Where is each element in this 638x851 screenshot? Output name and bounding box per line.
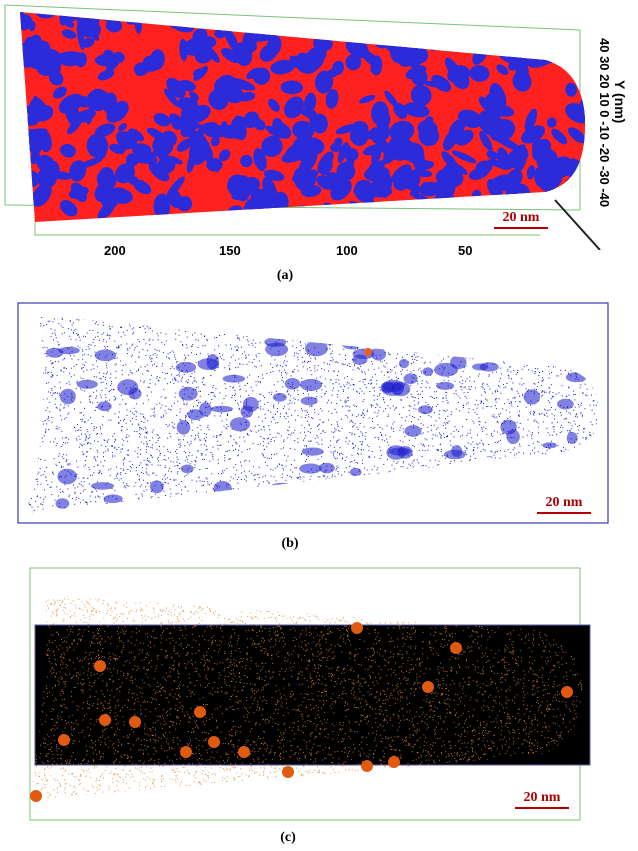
panel-c: 20 nm (c) [0, 560, 638, 851]
caption-a: (a) [276, 268, 294, 283]
scale-bar-a-label: 20 nm [502, 210, 540, 225]
x-tick-100: 100 [336, 243, 358, 258]
panel-b: 20 nm (b) [0, 295, 638, 560]
scale-bar-a: 20 nm [494, 210, 548, 229]
x-tick-50: 50 [458, 243, 473, 258]
scale-bar-b-label: 20 nm [545, 495, 583, 510]
panel-a-render [4, 4, 601, 250]
caption-b: (b) [281, 536, 299, 551]
y-axis-ticks: 40 30 20 10 0 -10 -20 -30 -40 [597, 38, 612, 208]
x-tick-150: 150 [219, 243, 241, 258]
x-tick-200: 200 [104, 243, 126, 258]
panel-c-render [29, 567, 591, 821]
scale-bar-b: 20 nm [537, 495, 591, 514]
y-axis-title: Y (nm) [612, 80, 628, 124]
scale-bar-b-line [537, 512, 591, 514]
scale-bar-c: 20 nm [515, 790, 569, 809]
scale-bar-c-label: 20 nm [523, 790, 561, 805]
panel-a: 200 150 100 50 Y (nm) 40 30 20 10 0 -10 … [0, 0, 638, 290]
caption-c: (c) [280, 830, 296, 845]
scale-bar-a-line [494, 227, 548, 229]
panel-b-render [17, 302, 609, 524]
scale-bar-c-line [515, 807, 569, 809]
